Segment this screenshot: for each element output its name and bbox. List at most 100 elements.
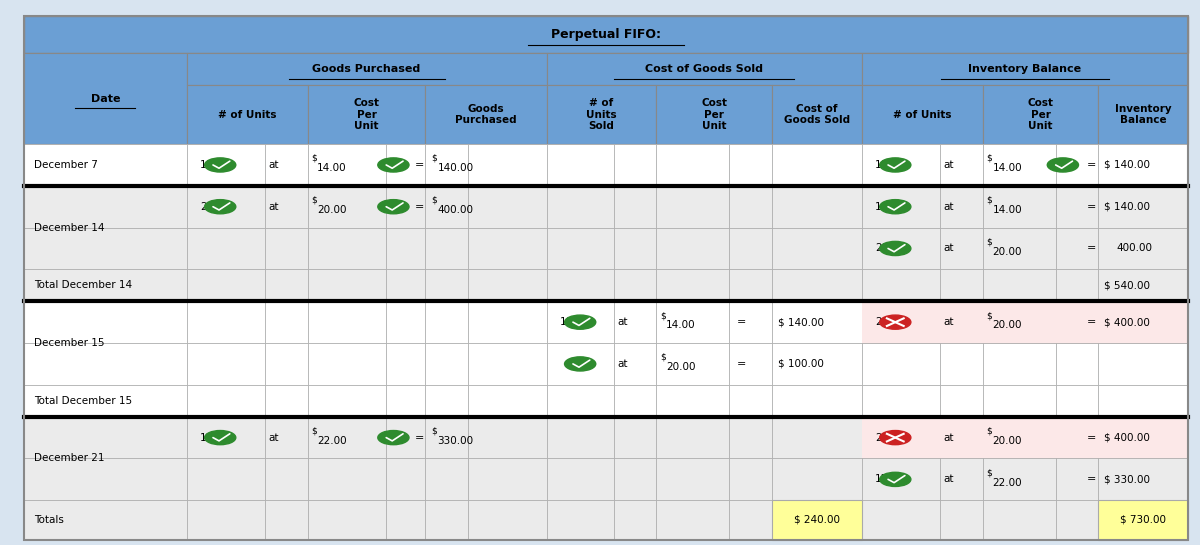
Text: at: at bbox=[269, 202, 280, 211]
Text: December 7: December 7 bbox=[34, 160, 97, 170]
Bar bbox=[187, 385, 265, 417]
Bar bbox=[862, 417, 1188, 458]
Bar bbox=[614, 269, 656, 301]
Text: December 14: December 14 bbox=[34, 222, 104, 233]
Bar bbox=[307, 186, 386, 228]
Bar bbox=[1056, 228, 1098, 269]
Bar bbox=[940, 417, 983, 458]
Text: $ 400.00: $ 400.00 bbox=[1104, 317, 1150, 327]
Text: $ 400.00: $ 400.00 bbox=[1104, 433, 1150, 443]
Text: 20.00: 20.00 bbox=[992, 247, 1022, 257]
Bar bbox=[1056, 343, 1098, 385]
Bar bbox=[24, 417, 187, 458]
Text: at: at bbox=[943, 474, 954, 485]
Bar bbox=[468, 186, 546, 228]
Bar bbox=[386, 186, 426, 228]
Text: =: = bbox=[1086, 317, 1096, 327]
Bar bbox=[862, 301, 940, 343]
Bar bbox=[1098, 458, 1188, 500]
Bar bbox=[187, 144, 265, 186]
Bar bbox=[1098, 500, 1188, 540]
Bar bbox=[1056, 417, 1098, 458]
Text: $: $ bbox=[311, 154, 317, 163]
Bar bbox=[1056, 301, 1098, 343]
Circle shape bbox=[880, 315, 911, 329]
Text: =: = bbox=[415, 202, 424, 211]
Text: =: = bbox=[1086, 244, 1096, 253]
Bar bbox=[24, 53, 187, 144]
Bar bbox=[772, 417, 862, 458]
Text: # of Units: # of Units bbox=[893, 110, 952, 119]
Bar bbox=[468, 458, 546, 500]
Bar bbox=[187, 343, 265, 385]
Text: Total December 15: Total December 15 bbox=[34, 396, 132, 406]
Bar bbox=[940, 385, 983, 417]
Text: 14.00: 14.00 bbox=[992, 205, 1022, 215]
Bar bbox=[983, 269, 1056, 301]
Bar bbox=[546, 385, 614, 417]
Bar bbox=[426, 186, 468, 228]
Text: $ 140.00: $ 140.00 bbox=[1104, 202, 1151, 211]
Bar bbox=[772, 186, 862, 228]
Bar bbox=[187, 417, 265, 458]
Bar bbox=[187, 500, 265, 540]
Text: $: $ bbox=[660, 353, 666, 362]
Bar bbox=[546, 458, 614, 500]
Bar bbox=[307, 458, 386, 500]
Text: 10: 10 bbox=[875, 160, 888, 170]
Text: Inventory
Balance: Inventory Balance bbox=[1115, 104, 1171, 125]
Text: $ 330.00: $ 330.00 bbox=[1104, 474, 1151, 485]
Bar bbox=[656, 458, 730, 500]
Bar bbox=[1056, 417, 1098, 458]
Bar bbox=[656, 186, 730, 228]
Bar bbox=[187, 53, 546, 85]
Text: 20.00: 20.00 bbox=[666, 362, 696, 372]
Text: $: $ bbox=[432, 196, 437, 205]
Bar bbox=[426, 228, 468, 269]
Text: 10: 10 bbox=[875, 202, 888, 211]
Text: $ 540.00: $ 540.00 bbox=[1104, 280, 1151, 290]
Text: 5: 5 bbox=[566, 359, 572, 369]
Text: 400.00: 400.00 bbox=[438, 205, 474, 215]
Bar bbox=[265, 500, 307, 540]
Text: $: $ bbox=[986, 196, 992, 205]
Circle shape bbox=[880, 158, 911, 172]
Bar bbox=[730, 269, 772, 301]
Bar bbox=[24, 500, 187, 540]
Text: # of
Units
Sold: # of Units Sold bbox=[587, 98, 617, 131]
Text: $ 140.00: $ 140.00 bbox=[778, 317, 824, 327]
Bar bbox=[265, 301, 307, 343]
Bar bbox=[862, 301, 940, 343]
Text: at: at bbox=[269, 160, 280, 170]
Circle shape bbox=[880, 431, 911, 445]
Bar bbox=[546, 144, 614, 186]
Bar bbox=[386, 500, 426, 540]
Text: Cost
Per
Unit: Cost Per Unit bbox=[1027, 98, 1054, 131]
Text: at: at bbox=[269, 433, 280, 443]
Text: at: at bbox=[943, 244, 954, 253]
Bar bbox=[307, 228, 386, 269]
Bar bbox=[426, 85, 546, 144]
Text: 20: 20 bbox=[875, 433, 888, 443]
Bar bbox=[386, 385, 426, 417]
Bar bbox=[983, 458, 1056, 500]
Bar bbox=[983, 343, 1056, 385]
Bar bbox=[24, 186, 187, 228]
Bar bbox=[1098, 343, 1188, 385]
Text: $: $ bbox=[986, 427, 992, 435]
Text: $ 140.00: $ 140.00 bbox=[1104, 160, 1151, 170]
Text: $ 730.00: $ 730.00 bbox=[1120, 515, 1166, 525]
Bar bbox=[772, 458, 862, 500]
Bar bbox=[772, 85, 862, 144]
Bar bbox=[546, 269, 614, 301]
Bar bbox=[862, 458, 940, 500]
Bar bbox=[546, 500, 614, 540]
Text: Cost
Per
Unit: Cost Per Unit bbox=[354, 98, 379, 131]
Bar bbox=[386, 301, 426, 343]
Bar bbox=[386, 343, 426, 385]
Text: Inventory Balance: Inventory Balance bbox=[968, 64, 1081, 74]
Bar bbox=[426, 144, 468, 186]
Bar bbox=[730, 301, 772, 343]
Bar bbox=[730, 144, 772, 186]
Bar bbox=[265, 228, 307, 269]
